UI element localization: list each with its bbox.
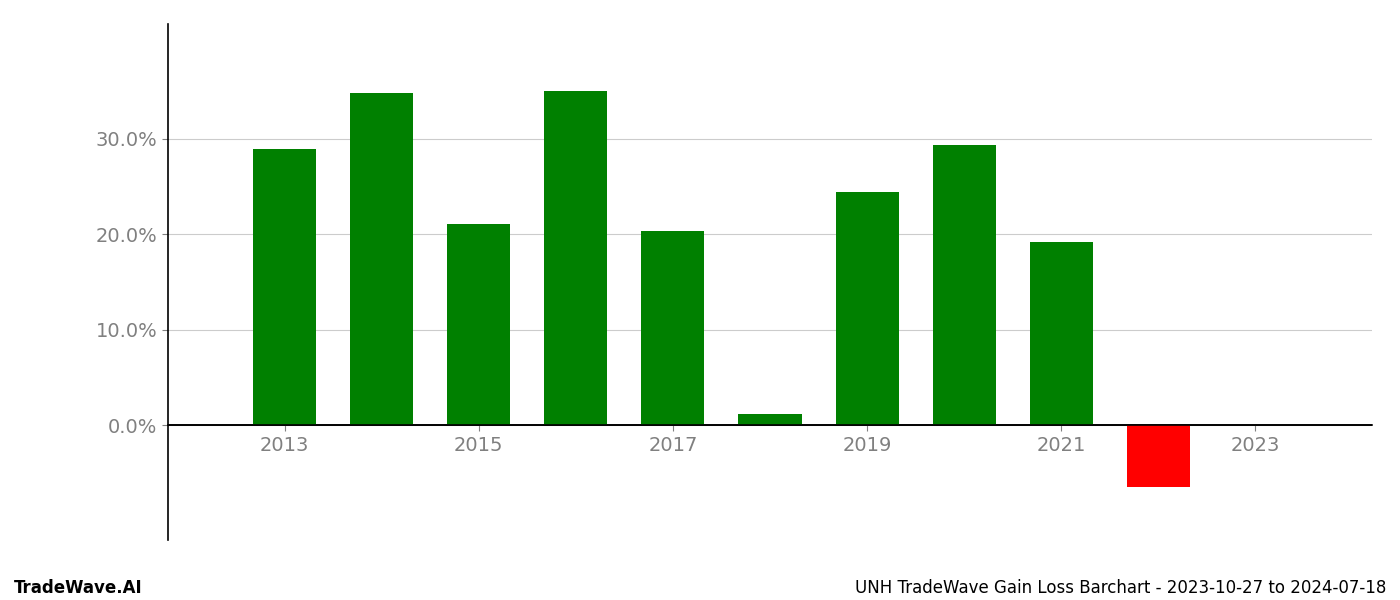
Bar xyxy=(545,91,608,425)
Bar xyxy=(932,145,995,425)
Bar xyxy=(836,192,899,425)
Text: UNH TradeWave Gain Loss Barchart - 2023-10-27 to 2024-07-18: UNH TradeWave Gain Loss Barchart - 2023-… xyxy=(854,579,1386,597)
Bar xyxy=(447,224,510,425)
Bar xyxy=(738,414,802,425)
Bar xyxy=(253,149,316,425)
Bar xyxy=(641,232,704,425)
Bar xyxy=(350,93,413,425)
Text: TradeWave.AI: TradeWave.AI xyxy=(14,579,143,597)
Bar xyxy=(1127,425,1190,487)
Bar xyxy=(1030,242,1093,425)
